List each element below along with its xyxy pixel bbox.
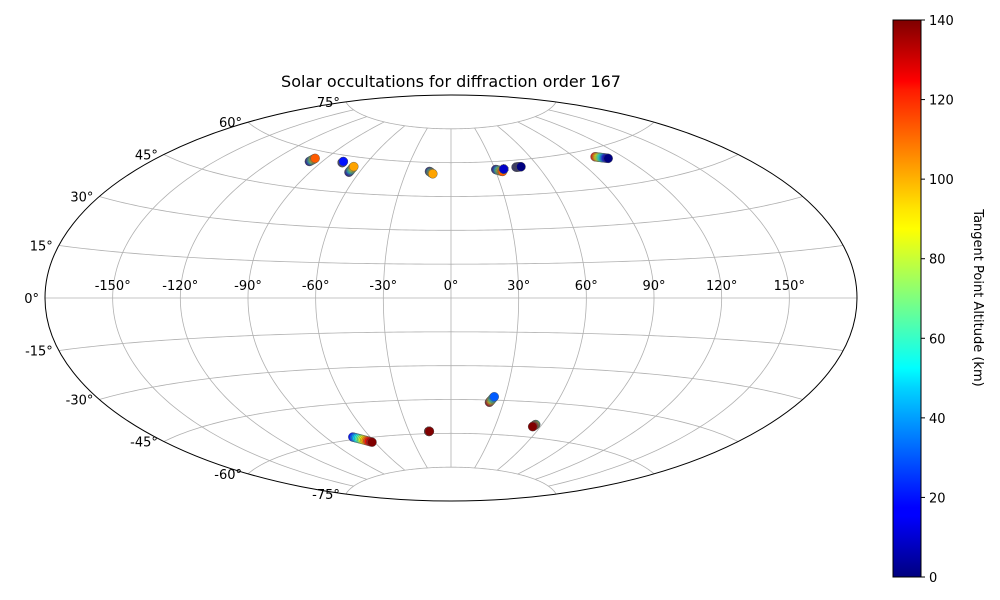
longitude-tick-label: 150° [774,279,805,294]
latitude-tick-label: -30° [66,394,94,409]
latitude-tick-label: 15° [30,240,53,255]
parallel-line [58,245,844,265]
occultation-point [603,153,613,164]
chart-title: Solar occultations for diffraction order… [281,72,621,91]
latitude-tick-label: 30° [70,191,93,206]
latitude-tick-label: 45° [135,149,158,164]
latitude-tick-label: -75° [312,488,340,503]
longitude-tick-label: -90° [234,279,262,294]
colorbar-tick-label: 20 [929,491,946,506]
occultation-point [428,169,438,179]
latitude-tick-labels: 75° 60° 45° 30° 15° 0° -15° -30° -45° -60° -75° [24,96,340,503]
occultation-point [499,164,509,174]
occultation-point [489,392,499,402]
longitude-tick-label: 60° [575,279,598,294]
occultation-point [338,156,349,167]
longitude-tick-label: -150° [95,279,131,294]
parallel-line [345,466,557,495]
longitude-tick-label: 90° [642,279,665,294]
colorbar-tick-label: 100 [929,173,954,188]
longitude-tick-label: 30° [507,279,530,294]
longitude-tick-label: -120° [162,279,198,294]
colorbar-tick-label: 120 [929,94,954,109]
parallel-line [99,365,803,400]
latitude-tick-label: 75° [317,96,340,111]
colorbar-gradient [892,19,922,578]
colorbar-label: Tangent Point Altitude (km) [970,208,985,386]
occultation-point [516,162,526,172]
parallel-line [345,101,557,130]
occultation-point [424,426,435,437]
occultation-points [304,152,613,447]
longitude-tick-label: -60° [302,279,330,294]
latitude-tick-label: 0° [24,292,39,307]
latitude-tick-label: -60° [214,468,242,483]
occultation-point [367,437,377,447]
colorbar-tick-label: 40 [929,412,946,427]
colorbar-tick-label: 80 [929,253,946,268]
map-boundary [44,94,858,502]
parallel-line [163,154,739,197]
longitude-tick-label: -30° [369,279,397,294]
map-grid [45,101,857,495]
latitude-tick-label: -45° [130,436,158,451]
latitude-tick-label: -15° [25,345,53,360]
parallel-line [247,121,655,164]
longitude-tick-labels: -150° -120° -90° -60° -30° 0° 30° 60° 90° 120° 150… [95,279,805,294]
parallel-line [247,432,655,475]
occultation-point [310,153,320,164]
longitude-tick-label: 120° [706,279,737,294]
colorbar-tick-label: 140 [929,14,954,29]
parallel-line [58,331,844,351]
longitude-tick-label: 0° [444,279,459,294]
occultation-point [349,161,359,172]
parallel-line [99,196,803,231]
latitude-tick-label: 60° [219,116,242,131]
colorbar-ticks: 0 20 40 60 80 100 120 140 [921,14,954,586]
colorbar-tick-label: 0 [929,571,937,586]
colorbar: 0 20 40 60 80 100 120 140 Tangent Point Altitud… [892,14,985,586]
occultation-point [527,421,538,432]
colorbar-tick-label: 60 [929,332,946,347]
parallel-line [163,399,739,442]
